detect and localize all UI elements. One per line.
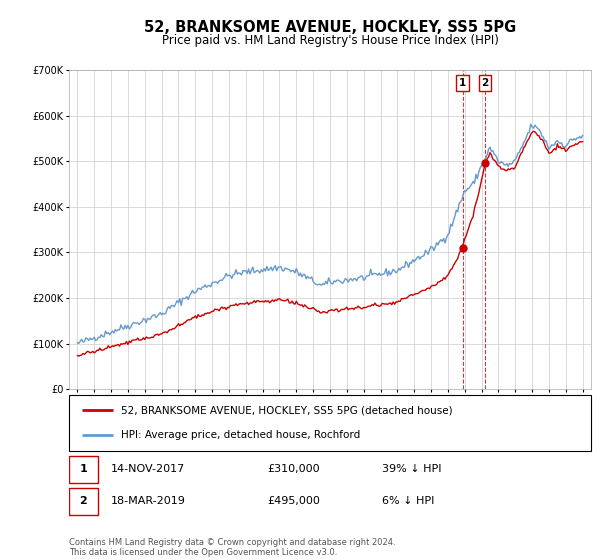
- Text: £495,000: £495,000: [268, 496, 320, 506]
- Point: [458, 244, 467, 253]
- FancyBboxPatch shape: [69, 395, 591, 451]
- Text: 14-NOV-2017: 14-NOV-2017: [111, 464, 185, 474]
- Text: 52, BRANKSOME AVENUE, HOCKLEY, SS5 5PG (detached house): 52, BRANKSOME AVENUE, HOCKLEY, SS5 5PG (…: [121, 405, 453, 416]
- Text: 1: 1: [459, 78, 466, 88]
- Text: 2: 2: [481, 78, 489, 88]
- Text: 6% ↓ HPI: 6% ↓ HPI: [382, 496, 434, 506]
- Text: 1: 1: [79, 464, 87, 474]
- Text: Contains HM Land Registry data © Crown copyright and database right 2024.
This d: Contains HM Land Registry data © Crown c…: [69, 538, 395, 557]
- Text: 52, BRANKSOME AVENUE, HOCKLEY, SS5 5PG: 52, BRANKSOME AVENUE, HOCKLEY, SS5 5PG: [144, 20, 516, 35]
- Text: £310,000: £310,000: [268, 464, 320, 474]
- Text: 18-MAR-2019: 18-MAR-2019: [111, 496, 185, 506]
- Text: 2: 2: [79, 496, 87, 506]
- Point: [480, 159, 490, 168]
- Text: Price paid vs. HM Land Registry's House Price Index (HPI): Price paid vs. HM Land Registry's House …: [161, 34, 499, 46]
- FancyBboxPatch shape: [69, 488, 98, 515]
- Text: 39% ↓ HPI: 39% ↓ HPI: [382, 464, 442, 474]
- FancyBboxPatch shape: [69, 455, 98, 483]
- Text: HPI: Average price, detached house, Rochford: HPI: Average price, detached house, Roch…: [121, 430, 361, 440]
